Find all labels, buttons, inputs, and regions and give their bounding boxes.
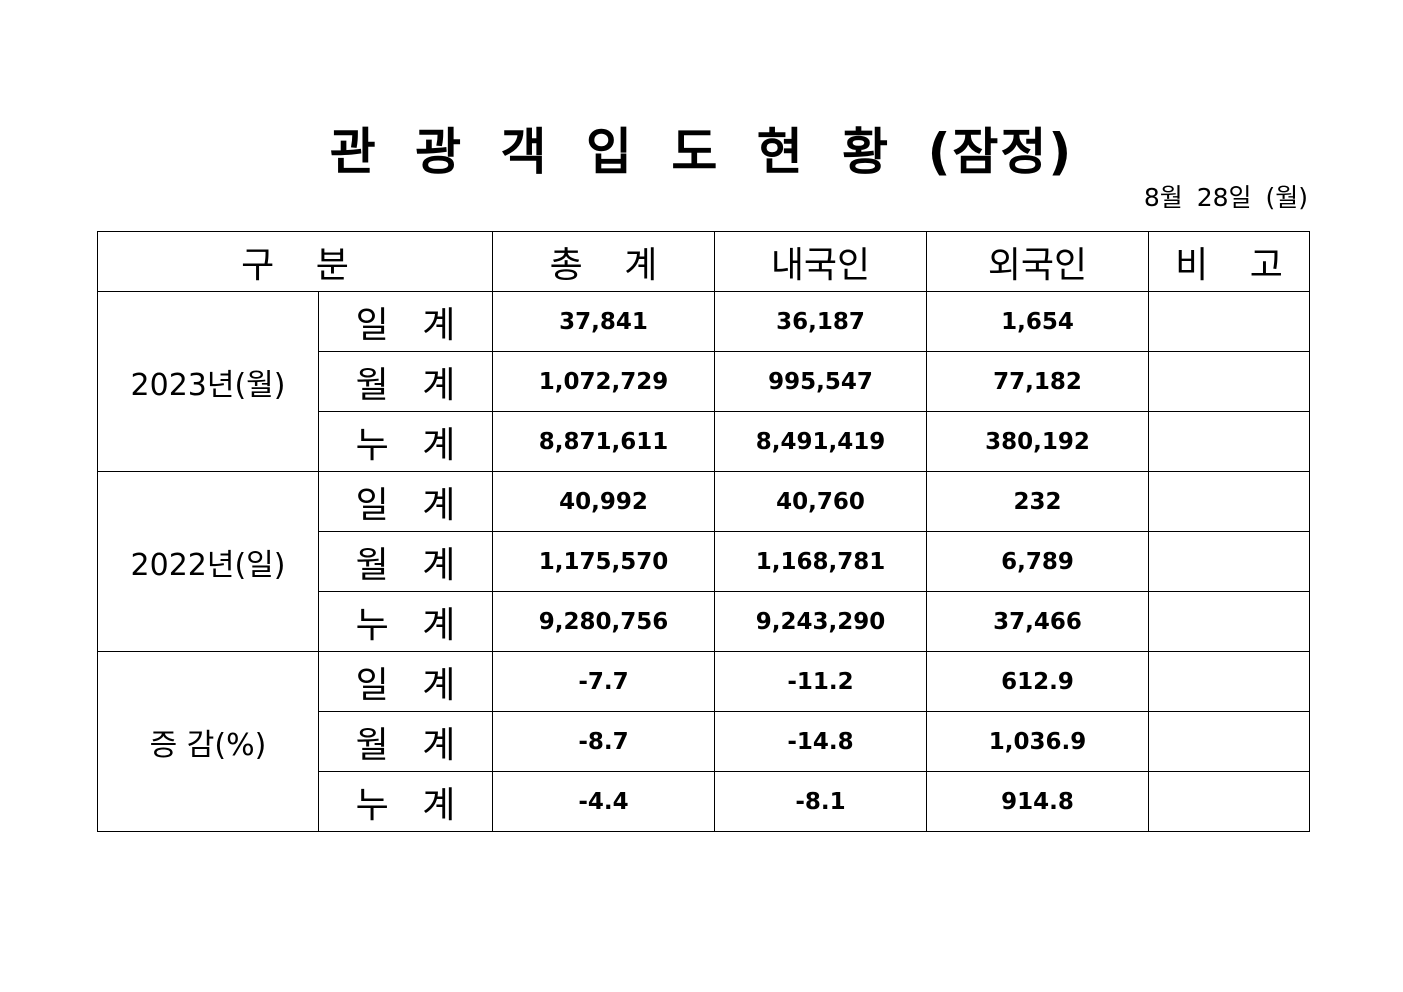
note-cell [1148,531,1310,592]
table-row: 월 계 -8.7 -14.8 1,036.9 [98,711,1310,772]
table-row: 증 감(%) 일 계 -7.7 -11.2 612.9 [97,651,1310,832]
column-header: 내국인 [714,231,927,292]
note-cell [1148,651,1310,712]
table-row: 월 계 1,175,570 1,168,781 6,789 [98,531,1310,592]
value-cell: 6,789 [926,531,1149,592]
note-cell [1148,711,1310,772]
value-cell: 8,871,611 [492,411,715,472]
value-cell: -8.1 [714,771,927,832]
note-cell [1148,351,1310,412]
value-cell: 1,168,781 [714,531,927,592]
value-cell: 40,760 [714,471,927,532]
note-cell [1148,411,1310,472]
group-label: 2022년(일) [97,471,319,652]
table-row: 누 계 8,871,611 8,491,419 380,192 [98,411,1310,472]
row-label: 일 계 [318,291,493,352]
value-cell: 380,192 [926,411,1149,472]
value-cell: -8.7 [492,711,715,772]
value-cell: 1,654 [926,291,1149,352]
value-cell: 8,491,419 [714,411,927,472]
row-label: 월 계 [318,531,493,592]
date: 8월 28일 (월) [1143,183,1308,212]
table-row: 2022년(일) 일 계 40,992 40,760 232 [97,471,1310,652]
row-label: 일 계 [318,651,493,712]
note-cell [1148,291,1310,352]
value-cell: -14.8 [714,711,927,772]
row-label: 누 계 [318,411,493,472]
value-cell: 37,466 [926,591,1149,652]
column-header: 비 고 [1148,231,1310,292]
row-label: 일 계 [318,471,493,532]
group-label: 2023년(월) [97,291,319,472]
value-cell: 914.8 [926,771,1149,832]
value-cell: -4.4 [492,771,715,832]
row-label: 누 계 [318,771,493,832]
group-label: 증 감(%) [97,651,319,832]
value-cell: -11.2 [714,651,927,712]
value-cell: 36,187 [714,291,927,352]
row-label: 누 계 [318,591,493,652]
title: 관 광 객 입 도 현 황 (잠정) [329,123,1074,181]
note-cell [1148,591,1310,652]
value-cell: 9,243,290 [714,591,927,652]
row-label: 월 계 [318,351,493,412]
value-cell: 232 [926,471,1149,532]
value-cell: 77,182 [926,351,1149,412]
row-label: 월 계 [318,711,493,772]
value-cell: 1,072,729 [492,351,715,412]
value-cell: 37,841 [492,291,715,352]
value-cell: -7.7 [492,651,715,712]
table-body: 2023년(월) 일 계 37,841 36,187 1,654 월 계 1,072,729… [97,291,1310,832]
table-row: 누 계 9,280,756 9,243,290 37,466 [98,591,1310,652]
column-header: 외국인 [926,231,1149,292]
table-row: 누 계 -4.4 -8.1 914.8 [98,771,1310,832]
value-cell: 40,992 [492,471,715,532]
value-cell: 1,036.9 [926,711,1149,772]
value-cell: 9,280,756 [492,591,715,652]
column-header: 총 계 [492,231,715,292]
value-cell: 995,547 [714,351,927,412]
note-cell [1148,471,1310,532]
column-header: 구 분 [97,231,493,292]
table-row: 2023년(월) 일 계 37,841 36,187 1,654 [97,291,1310,472]
value-cell: 1,175,570 [492,531,715,592]
value-cell: 612.9 [926,651,1149,712]
note-cell [1148,771,1310,832]
